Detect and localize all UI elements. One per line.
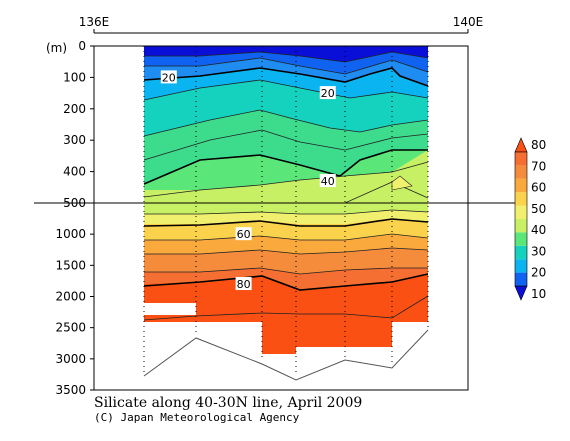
colorbar-tick-label: 30 <box>531 244 546 258</box>
colorbar-segment <box>515 165 527 179</box>
y-tick-label: 1000 <box>55 227 86 241</box>
y-tick-label: 1500 <box>55 258 86 272</box>
colorbar-segment <box>515 272 527 286</box>
station-lines <box>143 46 429 376</box>
bottom-cutout-1 <box>144 303 196 315</box>
contour-line-15 <box>144 57 429 75</box>
contour-label: 40 <box>321 175 335 188</box>
contour-label: 20 <box>162 71 176 84</box>
contour-label: 80 <box>237 278 251 291</box>
colorbar-frame <box>514 151 528 287</box>
colorbar-segment <box>515 232 527 246</box>
lon-tick-label-east: 140E <box>453 15 484 29</box>
y-tick-label: 200 <box>63 102 86 116</box>
y-tick-label: 2000 <box>55 290 86 304</box>
colorbar-tick-label: 50 <box>531 202 546 216</box>
contour-label-bg <box>160 70 177 84</box>
colorbar-top-triangle <box>514 137 528 153</box>
contour-line-65 <box>144 233 429 241</box>
colorbar-tick-label: 10 <box>531 287 546 301</box>
colorbar-tick-label: 60 <box>531 181 546 195</box>
y-tick-label: 0 <box>78 39 86 53</box>
colorbar-segment <box>515 152 527 166</box>
y-tick-label: 300 <box>63 133 86 147</box>
y-tick-label: 500 <box>63 196 86 210</box>
y-tick-label: 3000 <box>55 352 86 366</box>
upper-panel-fill <box>143 46 429 203</box>
contour-line-60 <box>143 218 429 227</box>
y-tick-label: 100 <box>63 70 86 84</box>
colorbar-tick-label: 20 <box>531 266 546 280</box>
contour-label-bg <box>319 86 336 100</box>
y-tick-label: 2500 <box>55 321 86 335</box>
chart-credit: (C) Japan Meteorological Agency <box>94 411 300 424</box>
plot-frame <box>93 45 469 391</box>
contour-line-40 <box>143 149 428 185</box>
contour-label-bg <box>319 174 336 188</box>
colorbar-segment <box>515 205 527 219</box>
contour-line-30 <box>143 109 429 137</box>
contour-label: 60 <box>237 228 251 241</box>
y-tick-label: 400 <box>63 165 86 179</box>
colorbar: 10 20 30 40 50 60 70 80 <box>514 137 546 301</box>
fill-band-0-10 <box>144 46 428 62</box>
chart-title: Silicate along 40-30N line, April 2009 <box>94 395 362 411</box>
contour-labels: 20 20 40 60 80 <box>160 70 336 291</box>
fill-band-50-55 <box>144 150 428 203</box>
fill-band-70-75 <box>144 248 428 274</box>
y-axis: 0 100 200 300 400 500 1000 1500 2000 2500 3000 3500 <box>55 39 94 397</box>
fill-band-55-bump <box>391 175 413 191</box>
colorbar-tick-label: 40 <box>531 223 546 237</box>
colorbar-segment <box>515 245 527 260</box>
colorbar-tick-label: 80 <box>531 138 546 152</box>
contour-line-55 <box>144 209 429 215</box>
contour-line-70 <box>144 247 429 255</box>
colorbar-tick-label: 70 <box>531 159 546 173</box>
lower-panel-fill <box>143 203 429 354</box>
contour-label-bg <box>235 227 252 241</box>
lon-tick-label-west: 136E <box>79 15 110 29</box>
contour-label-bg <box>235 277 252 291</box>
colorbar-segment <box>515 192 527 206</box>
contour-line-35 <box>143 129 429 161</box>
colorbar-bottom-triangle <box>514 285 528 301</box>
contour-label: 20 <box>321 87 335 100</box>
bottom-topography-line <box>143 329 429 381</box>
y-unit-label: (m) <box>46 41 67 55</box>
contour-line-75 <box>144 267 428 275</box>
colorbar-segment <box>515 219 527 233</box>
y-tick-label: 3500 <box>55 383 86 397</box>
colorbar-segment <box>515 259 527 273</box>
colorbar-segment <box>515 178 527 193</box>
fill-band-50-55-lower <box>144 203 428 214</box>
